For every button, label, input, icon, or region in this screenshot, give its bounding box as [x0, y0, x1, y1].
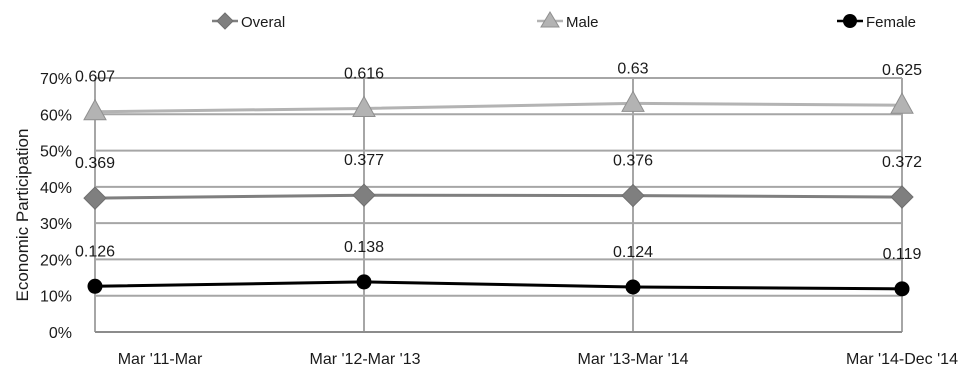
data-label: 0.607: [75, 69, 115, 86]
legend: Overal Male Female: [212, 11, 916, 31]
y-tick-label: 40%: [40, 180, 72, 197]
data-label: 0.124: [613, 244, 653, 261]
x-tick-label: Mar '13-Mar '14: [577, 351, 688, 368]
series-male: [83, 90, 914, 121]
y-tick-label: 20%: [40, 252, 72, 269]
data-label: 0.625: [882, 62, 922, 79]
y-tick-label: 60%: [40, 107, 72, 124]
legend-item-female: Female: [837, 14, 916, 31]
data-point: [890, 92, 914, 114]
y-axis-label: Economic Participation: [13, 129, 32, 302]
data-label: 0.126: [75, 243, 115, 260]
series-line: [94, 193, 903, 200]
data-point: [352, 183, 376, 207]
gridlines: [94, 77, 903, 333]
y-tick-label: 10%: [40, 289, 72, 306]
series-line: [94, 280, 903, 291]
data-point: [890, 185, 914, 209]
data-point: [621, 90, 645, 112]
data-point: [83, 186, 107, 210]
x-tick-label: Mar '12-Mar '13: [309, 351, 420, 368]
series-female: [87, 274, 910, 297]
data-label: 0.377: [344, 152, 384, 169]
data-label: 0.376: [613, 153, 653, 170]
data-point: [894, 281, 910, 297]
data-label: 0.369: [75, 155, 115, 172]
series-line: [94, 101, 903, 114]
legend-marker: [843, 14, 857, 28]
legend-item-male: Male: [537, 11, 599, 31]
data-point: [625, 279, 641, 295]
data-label: 0.372: [882, 154, 922, 171]
data-point: [621, 183, 645, 208]
x-tick-label: Mar '14-Dec '14: [846, 351, 958, 368]
legend-label: Male: [566, 14, 599, 31]
legend-marker: [540, 11, 560, 28]
data-label: 0.119: [883, 246, 922, 263]
series-overal: [83, 183, 914, 210]
legend-label: Overal: [241, 14, 285, 31]
series-group: [83, 90, 914, 297]
data-label: 0.138: [344, 239, 384, 256]
x-tick-label: Mar '11-Mar: [118, 351, 203, 368]
y-tick-label: 30%: [40, 216, 72, 233]
data-point: [352, 95, 376, 117]
x-axis-ticks: Mar '11-Mar Mar '12-Mar '13 Mar '13-Mar '1…: [118, 351, 958, 368]
data-label: 0.616: [344, 65, 384, 82]
y-tick-label: 50%: [40, 144, 72, 161]
y-axis-ticks: 0% 10% 20% 30% 40% 50% 60% 70%: [40, 71, 72, 342]
data-labels: 0.369 0.377 0.376 0.372 0.607 0.616 0.63 0.625 0…: [75, 60, 922, 262]
legend-item-overal: Overal: [212, 12, 285, 31]
legend-marker: [216, 12, 234, 30]
data-label: 0.63: [617, 60, 648, 77]
y-tick-label: 70%: [40, 71, 72, 88]
data-point: [87, 278, 103, 294]
y-tick-label: 0%: [49, 325, 72, 342]
data-point: [83, 98, 107, 121]
data-point: [356, 274, 372, 290]
legend-label: Female: [866, 14, 916, 31]
